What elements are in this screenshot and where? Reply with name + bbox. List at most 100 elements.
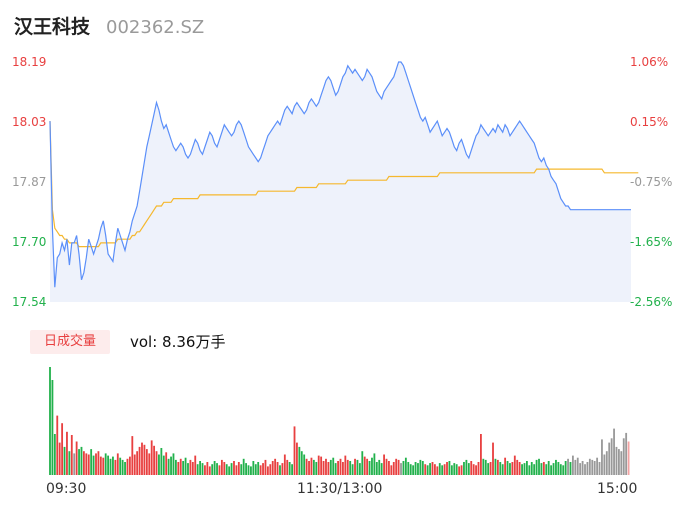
volume-bar	[95, 453, 97, 475]
volume-bar	[269, 464, 272, 475]
volume-bar	[559, 464, 562, 475]
volume-bar	[187, 463, 189, 475]
volume-bar	[392, 462, 395, 475]
volume-bar	[419, 459, 422, 475]
volume-bar	[274, 458, 277, 475]
volume-bar	[112, 456, 114, 475]
time-label-close: 15:00	[597, 481, 638, 497]
volume-bar	[492, 442, 494, 475]
volume-bar	[603, 454, 606, 475]
volume-bar	[363, 456, 366, 475]
volume-bar	[257, 462, 260, 475]
volume-bar	[342, 462, 344, 475]
volume-bar	[288, 462, 291, 475]
volume-bar	[174, 459, 177, 475]
volume-bar	[460, 465, 463, 475]
volume-bar	[199, 461, 201, 475]
volume-bar	[576, 457, 579, 475]
volume-bar	[58, 442, 61, 475]
volume-bar	[450, 465, 453, 475]
volume-bar	[228, 466, 231, 475]
volume-bar	[102, 457, 105, 475]
volume-bar	[557, 462, 560, 475]
volume-bar	[56, 415, 59, 475]
volume-bar	[588, 458, 591, 475]
volume-bar	[141, 442, 143, 475]
volume-bar	[189, 459, 192, 475]
volume-bar	[584, 464, 586, 475]
volume-bar	[116, 453, 119, 475]
volume-bar	[480, 434, 482, 475]
pct-tick-label: 0.15%	[630, 115, 669, 129]
volume-plot-area	[49, 367, 630, 475]
volume-bar	[438, 463, 441, 475]
pct-tick-label: -0.75%	[630, 175, 673, 189]
volume-bar	[581, 461, 584, 475]
volume-bar	[470, 461, 473, 475]
stock-code: 002362.SZ	[106, 17, 205, 38]
volume-bar	[504, 457, 507, 475]
volume-text: vol: 8.36万手	[130, 333, 226, 351]
volume-bar	[104, 453, 107, 475]
volume-bar	[296, 442, 298, 475]
volume-bar	[201, 463, 204, 475]
volume-bar	[547, 461, 550, 475]
volume-bar	[429, 463, 431, 475]
volume-bar	[245, 463, 247, 475]
volume-bar	[596, 457, 599, 475]
price-plot-area	[49, 61, 639, 302]
price-tick-label: 18.19	[12, 55, 47, 69]
volume-bar	[63, 446, 66, 475]
volume-bar	[133, 454, 136, 475]
volume-bar	[75, 441, 78, 475]
volume-bar	[412, 465, 415, 475]
volume-bar	[177, 462, 180, 475]
volume-bar	[312, 459, 315, 475]
volume-bar	[305, 458, 308, 475]
volume-bar	[351, 464, 354, 475]
volume-bar	[487, 463, 490, 475]
volume-bar	[523, 463, 526, 475]
volume-bar	[526, 461, 528, 475]
volume-bar	[165, 452, 168, 475]
volume-bar	[446, 462, 448, 475]
volume-bar	[579, 463, 582, 475]
price-tick-label: 17.70	[12, 235, 47, 249]
volume-bar	[346, 459, 349, 475]
volume-bar	[496, 459, 499, 475]
volume-bar	[441, 465, 444, 475]
volume-bar	[586, 462, 589, 475]
volume-bar	[145, 449, 148, 475]
volume-bar	[172, 453, 175, 475]
volume-bar	[121, 459, 124, 475]
volume-bar	[397, 459, 400, 475]
volume-bar	[625, 432, 628, 475]
volume-bar	[143, 444, 146, 475]
price-line	[49, 61, 631, 288]
volume-bar	[366, 458, 369, 475]
volume-bar	[477, 462, 480, 475]
volume-bar	[615, 446, 618, 475]
volume-bar	[448, 461, 451, 475]
volume-bar	[385, 458, 388, 475]
volume-bar	[334, 463, 337, 475]
volume-bar	[402, 461, 405, 475]
volume-bar	[567, 458, 569, 475]
volume-bar	[153, 445, 156, 475]
volume-bar	[220, 459, 223, 475]
volume-bar	[276, 462, 279, 475]
time-label-open: 09:30	[46, 481, 87, 497]
volume-bar	[426, 465, 429, 475]
volume-bar	[395, 458, 398, 475]
volume-bar	[49, 367, 51, 475]
volume-bar	[368, 461, 371, 475]
volume-bar	[380, 463, 383, 475]
volume-bar	[283, 454, 286, 475]
volume-bar	[97, 451, 100, 475]
volume-bar	[339, 458, 342, 475]
volume-bar	[124, 462, 126, 475]
volume-bar	[82, 451, 85, 475]
volume-bar	[545, 464, 548, 475]
volume-bar	[513, 455, 516, 475]
volume-bar	[613, 428, 615, 475]
